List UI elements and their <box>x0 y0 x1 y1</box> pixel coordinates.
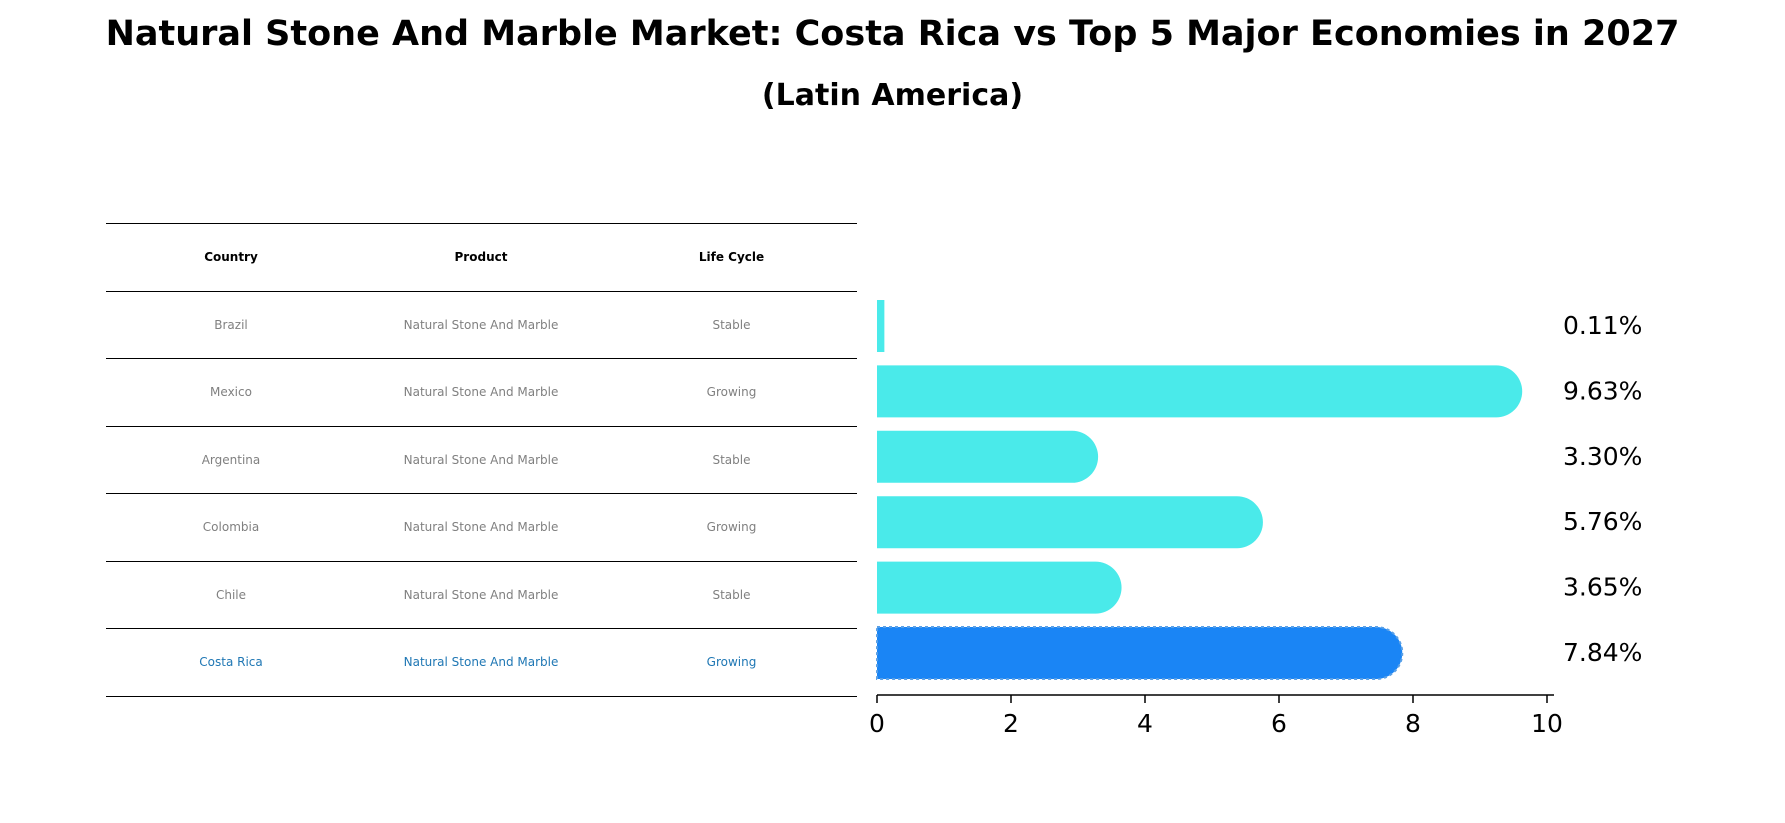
cell-country: Brazil <box>214 317 248 332</box>
header-product: Product <box>454 250 508 265</box>
chart-title: Natural Stone And Marble Market: Costa R… <box>105 14 1680 54</box>
cell-product: Natural Stone And Marble <box>403 385 559 400</box>
chart-subtitle: (Latin America) <box>761 78 1024 113</box>
header-life-cycle: Life Cycle <box>698 250 765 265</box>
cell-life-cycle: Growing <box>706 520 757 535</box>
table-row-highlight: Costa Rica Natural Stone And Marble Grow… <box>106 628 857 697</box>
cell-country: Colombia <box>202 520 260 535</box>
cell-product: Natural Stone And Marble <box>403 587 559 602</box>
bar-costa-rica <box>876 626 1404 680</box>
bar-argentina <box>877 430 1099 483</box>
value-label: 3.30% <box>1563 442 1642 471</box>
value-label: 7.84% <box>1563 638 1642 667</box>
x-tick-label: 6 <box>1271 709 1287 738</box>
table-header-row: Country Product Life Cycle <box>106 223 857 291</box>
cell-life-cycle: Stable <box>712 317 751 332</box>
table-row: Brazil Natural Stone And Marble Stable <box>106 290 857 359</box>
cell-life-cycle: Stable <box>712 452 751 467</box>
x-tick-label: 0 <box>869 709 885 738</box>
bar-brazil <box>877 300 885 352</box>
cell-product: Natural Stone And Marble <box>403 317 559 332</box>
x-tick-label: 2 <box>1003 709 1019 738</box>
x-tick-label: 4 <box>1137 709 1153 738</box>
value-label: 0.11% <box>1563 311 1642 340</box>
cell-life-cycle: Growing <box>706 385 757 400</box>
value-label: 3.65% <box>1563 573 1642 602</box>
cell-life-cycle: Growing <box>706 655 757 670</box>
table-row: Colombia Natural Stone And Marble Growin… <box>106 493 857 561</box>
cell-country: Chile <box>215 587 247 602</box>
table-row: Mexico Natural Stone And Marble Growing <box>106 358 857 426</box>
x-tick-label: 8 <box>1405 709 1421 738</box>
bar-colombia <box>877 496 1263 549</box>
table-row: Argentina Natural Stone And Marble Stabl… <box>106 425 857 494</box>
cell-country: Mexico <box>210 385 252 400</box>
table-row: Chile Natural Stone And Marble Stable <box>106 560 857 629</box>
cell-country: Costa Rica <box>199 655 263 670</box>
cell-product: Natural Stone And Marble <box>403 520 559 535</box>
value-label: 9.63% <box>1563 376 1642 405</box>
header-country: Country <box>204 250 258 265</box>
cell-product: Natural Stone And Marble <box>403 452 559 467</box>
cell-product: Natural Stone And Marble <box>403 655 559 670</box>
cell-life-cycle: Stable <box>712 587 751 602</box>
cell-country: Argentina <box>201 452 261 467</box>
value-label: 5.76% <box>1563 507 1642 536</box>
bar-mexico <box>877 365 1523 418</box>
country-table: Country Product Life Cycle Brazil Natura… <box>106 223 857 697</box>
bar-chile <box>877 561 1122 614</box>
x-tick-label: 10 <box>1531 709 1563 738</box>
